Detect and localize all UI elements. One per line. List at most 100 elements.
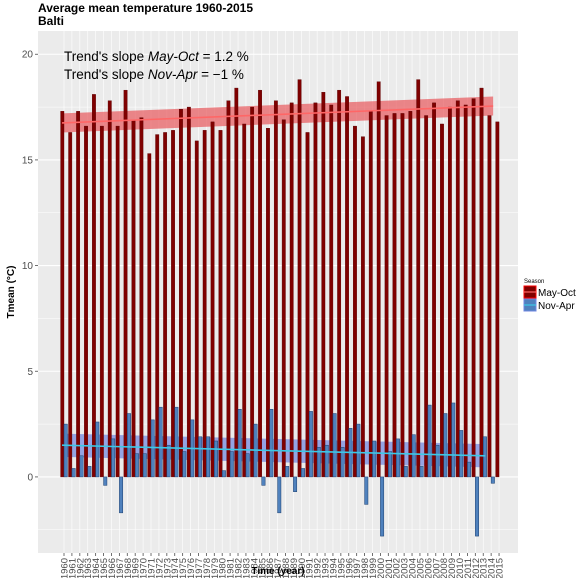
bar-may-oct bbox=[408, 111, 413, 478]
x-tick-label: 2005 bbox=[415, 558, 426, 578]
bar-may-oct bbox=[416, 79, 421, 478]
bar-nov-apr bbox=[206, 436, 211, 478]
bar-nov-apr bbox=[277, 476, 282, 514]
bar-nov-apr bbox=[435, 444, 440, 478]
trend-annotation-prefix: Trend's slope bbox=[64, 67, 148, 82]
trend-annotation-value: = 1.2 % bbox=[199, 49, 249, 64]
x-tick-label: 2001 bbox=[384, 558, 395, 578]
bar-nov-apr bbox=[459, 430, 464, 478]
x-tick-label: 1991 bbox=[305, 558, 316, 578]
bar-may-oct bbox=[345, 96, 349, 478]
bar-nov-apr bbox=[364, 476, 369, 505]
x-tick-label: 1969 bbox=[131, 558, 142, 578]
bar-may-oct bbox=[447, 106, 452, 478]
y-axis-title: Tmean (°C) bbox=[6, 266, 17, 319]
bar-may-oct bbox=[131, 119, 136, 478]
bar-nov-apr bbox=[134, 453, 139, 478]
x-tick-label: 1983 bbox=[241, 558, 252, 578]
bar-may-oct bbox=[234, 87, 239, 478]
bar-may-oct bbox=[266, 128, 270, 478]
x-tick-label: 1998 bbox=[360, 558, 371, 578]
bar-nov-apr bbox=[71, 468, 76, 478]
x-tick-label: 1965 bbox=[99, 558, 110, 578]
bar-nov-apr bbox=[142, 453, 147, 478]
bar-may-oct bbox=[273, 100, 278, 478]
bar-may-oct bbox=[463, 104, 468, 478]
x-tick-label: 1999 bbox=[368, 558, 379, 578]
x-tick-label: 1995 bbox=[336, 558, 347, 578]
bar-may-oct bbox=[76, 111, 81, 478]
x-tick-label: 1966 bbox=[107, 558, 118, 578]
bar-may-oct bbox=[226, 100, 231, 478]
x-axis-title: Time (year) bbox=[251, 566, 304, 577]
y-tick-label: 0 bbox=[27, 472, 33, 483]
x-tick-label: 1967 bbox=[115, 558, 126, 578]
x-tick-label: 1975 bbox=[178, 558, 189, 578]
x-tick-label: 1980 bbox=[218, 558, 229, 578]
bar-may-oct bbox=[424, 115, 429, 478]
x-tick-label: 2000 bbox=[376, 558, 387, 578]
bar-nov-apr bbox=[324, 444, 329, 478]
x-tick-label: 1974 bbox=[170, 558, 181, 578]
legend-label-nov-apr: Nov-Apr bbox=[538, 301, 575, 312]
bars bbox=[60, 79, 500, 537]
bar-nov-apr bbox=[214, 440, 218, 478]
bar-may-oct bbox=[392, 113, 397, 478]
x-tick-label: 1960 bbox=[60, 558, 71, 578]
bar-may-oct bbox=[99, 125, 104, 478]
bar-nov-apr bbox=[150, 419, 155, 478]
bar-may-oct bbox=[139, 117, 144, 478]
bar-may-oct bbox=[432, 102, 436, 478]
trend-annotation-period: Nov-Apr bbox=[148, 67, 198, 82]
bar-nov-apr bbox=[63, 423, 68, 478]
bar-nov-apr bbox=[427, 404, 432, 478]
bar-nov-apr bbox=[269, 409, 274, 478]
bar-nov-apr bbox=[111, 438, 116, 478]
x-tick-label: 1989 bbox=[289, 558, 300, 578]
bar-may-oct bbox=[155, 134, 160, 478]
bar-may-oct bbox=[313, 102, 318, 478]
trend-lines bbox=[61, 105, 494, 457]
trend-line-1 bbox=[61, 444, 486, 457]
x-tick-label: 1984 bbox=[249, 558, 260, 578]
bar-may-oct bbox=[479, 87, 484, 478]
bar-may-oct bbox=[84, 125, 88, 478]
x-tick-label: 1978 bbox=[202, 558, 213, 578]
bar-may-oct bbox=[163, 132, 168, 478]
x-tick-label: 1973 bbox=[162, 558, 173, 578]
bar-nov-apr bbox=[127, 413, 131, 478]
bar-may-oct bbox=[297, 79, 302, 478]
x-tick-label: 1985 bbox=[257, 558, 268, 578]
trend-annotation-may-oct: Trend's slope May-Oct = 1.2 % bbox=[64, 49, 249, 64]
bar-nov-apr bbox=[174, 406, 179, 478]
bar-nov-apr bbox=[388, 451, 392, 478]
x-tick-label: 2002 bbox=[392, 558, 403, 578]
bar-nov-apr bbox=[87, 466, 92, 478]
bar-may-oct bbox=[455, 100, 460, 478]
bar-may-oct bbox=[400, 113, 405, 478]
x-tick-label: 2012 bbox=[471, 558, 482, 578]
bar-may-oct bbox=[250, 106, 255, 478]
bar-nov-apr bbox=[380, 476, 385, 537]
bar-may-oct bbox=[218, 130, 223, 478]
x-tick-label: 1964 bbox=[91, 558, 102, 578]
bar-nov-apr bbox=[419, 466, 424, 478]
x-tick-label: 1993 bbox=[321, 558, 332, 578]
bar-nov-apr bbox=[103, 476, 108, 486]
bar-nov-apr bbox=[403, 466, 408, 478]
bar-may-oct bbox=[186, 106, 191, 478]
x-tick-label: 2014 bbox=[487, 558, 498, 578]
x-tick-label: 1963 bbox=[83, 558, 94, 578]
bar-nov-apr bbox=[443, 413, 448, 478]
x-tick-label: 1986 bbox=[265, 558, 276, 578]
bar-may-oct bbox=[353, 125, 357, 478]
bar-nov-apr bbox=[301, 468, 305, 478]
bar-may-oct bbox=[376, 81, 381, 478]
bar-may-oct bbox=[360, 136, 365, 478]
x-tick-label: 2010 bbox=[455, 558, 466, 578]
bar-may-oct bbox=[194, 140, 199, 478]
x-tick-label: 1979 bbox=[210, 558, 221, 578]
bar-nov-apr bbox=[158, 406, 163, 478]
bar-may-oct bbox=[171, 130, 175, 478]
